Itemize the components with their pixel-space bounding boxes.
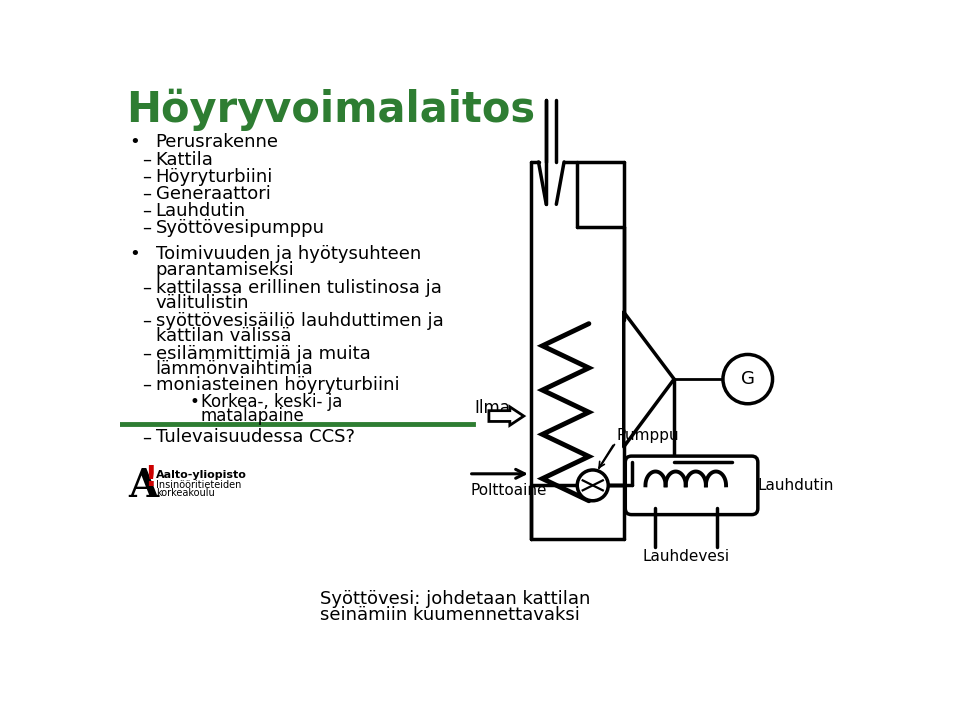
- Text: –: –: [142, 152, 151, 169]
- Text: •: •: [130, 132, 140, 151]
- Text: !: !: [144, 464, 156, 492]
- Text: Korkea-, keski- ja: Korkea-, keski- ja: [201, 393, 342, 411]
- Text: välitulistin: välitulistin: [156, 294, 250, 312]
- FancyBboxPatch shape: [625, 456, 757, 515]
- Text: G: G: [741, 370, 755, 388]
- FancyArrow shape: [489, 407, 524, 426]
- Text: –: –: [142, 202, 151, 220]
- Text: Toimivuuden ja hyötysuhteen: Toimivuuden ja hyötysuhteen: [156, 245, 420, 263]
- Text: –: –: [142, 428, 151, 446]
- Text: A: A: [128, 467, 158, 505]
- Text: •: •: [130, 245, 140, 263]
- Text: matalapaine: matalapaine: [201, 407, 304, 425]
- Polygon shape: [624, 312, 674, 447]
- Text: Insinööritieteiden: Insinööritieteiden: [156, 480, 241, 490]
- Text: Polttoaine: Polttoaine: [470, 483, 547, 498]
- Text: –: –: [142, 346, 151, 363]
- Text: Höyryturbiini: Höyryturbiini: [156, 168, 273, 186]
- Text: Lauhdutin: Lauhdutin: [757, 478, 834, 493]
- Text: –: –: [142, 168, 151, 186]
- Text: kattilassa erillinen tulistinosa ja: kattilassa erillinen tulistinosa ja: [156, 279, 442, 297]
- Text: korkeakoulu: korkeakoulu: [156, 489, 214, 498]
- Text: Syöttövesi: johdetaan kattilan: Syöttövesi: johdetaan kattilan: [320, 590, 590, 608]
- Text: Lauhdutin: Lauhdutin: [156, 202, 246, 220]
- Text: seinämiin kuumennettavaksi: seinämiin kuumennettavaksi: [320, 606, 580, 624]
- Text: –: –: [142, 279, 151, 297]
- Text: Aalto-yliopisto: Aalto-yliopisto: [156, 470, 247, 480]
- Text: Syöttövesipumppu: Syöttövesipumppu: [156, 219, 324, 237]
- Text: Höyryvoimalaitos: Höyryvoimalaitos: [126, 88, 536, 131]
- Text: parantamiseksi: parantamiseksi: [156, 261, 295, 278]
- Text: lämmönvaihtimia: lämmönvaihtimia: [156, 360, 313, 378]
- Text: –: –: [142, 312, 151, 330]
- Text: –: –: [142, 185, 151, 203]
- Text: Pumppu: Pumppu: [616, 428, 679, 443]
- Text: Kattila: Kattila: [156, 152, 213, 169]
- Circle shape: [723, 355, 773, 404]
- Text: Ilma: Ilma: [475, 399, 511, 417]
- Text: syöttövesisäiliö lauhduttimen ja: syöttövesisäiliö lauhduttimen ja: [156, 312, 444, 330]
- Text: Lauhdevesi: Lauhdevesi: [642, 549, 730, 564]
- Text: –: –: [142, 376, 151, 394]
- Circle shape: [577, 470, 609, 501]
- Text: Generaattori: Generaattori: [156, 185, 271, 203]
- Text: kattilan välissä: kattilan välissä: [156, 326, 291, 345]
- Text: esilämmittimiä ja muita: esilämmittimiä ja muita: [156, 346, 371, 363]
- Text: moniasteinen höyryturbiini: moniasteinen höyryturbiini: [156, 376, 399, 394]
- Text: Perusrakenne: Perusrakenne: [156, 132, 278, 151]
- Text: –: –: [142, 219, 151, 237]
- Text: Tulevaisuudessa CCS?: Tulevaisuudessa CCS?: [156, 428, 354, 446]
- Text: •: •: [190, 393, 200, 411]
